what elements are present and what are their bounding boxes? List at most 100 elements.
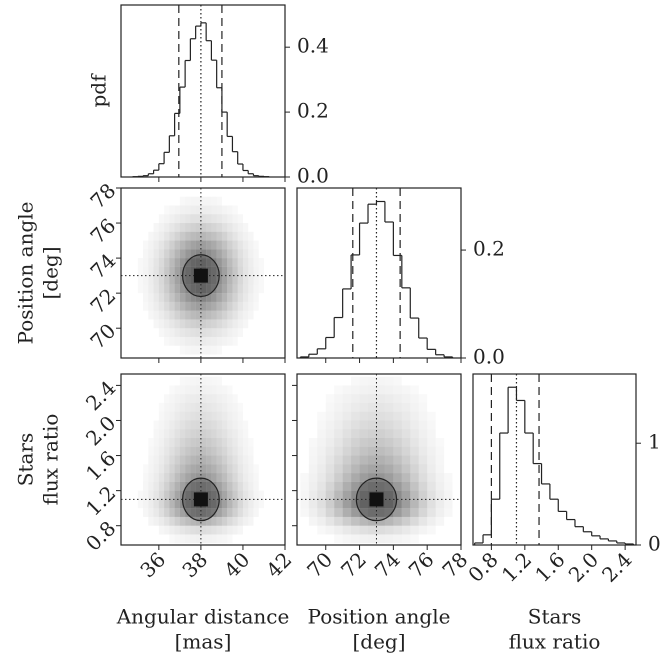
density-cell [221, 266, 228, 276]
density-cell [195, 376, 201, 386]
density-cell [158, 275, 165, 285]
density-cell [200, 455, 207, 465]
density-cell [334, 385, 342, 394]
density-cell [227, 266, 233, 276]
density-cell [190, 411, 196, 421]
density-cell [143, 284, 149, 294]
density-cell [435, 499, 445, 509]
density-cell [232, 394, 237, 403]
density-cell [237, 490, 243, 500]
density-cell [143, 258, 149, 267]
density-cell [148, 490, 154, 500]
density-cell [164, 258, 170, 267]
density-cell [169, 464, 175, 474]
density-cell [190, 464, 196, 474]
density-cell [308, 455, 318, 465]
density-cell [185, 499, 191, 509]
density-cell [384, 411, 394, 421]
density-cell [242, 473, 249, 482]
density-cell [444, 473, 452, 482]
density-cell [237, 275, 243, 285]
density-cell [237, 473, 243, 482]
density-cell [148, 231, 154, 241]
density-cell [185, 223, 191, 232]
density-cell [376, 376, 385, 386]
density-cell [200, 420, 207, 430]
panel-frame [296, 373, 462, 546]
y-tick-label: 1.2 [81, 481, 120, 520]
density-cell [190, 231, 196, 241]
density-cell [216, 293, 222, 302]
density-cell [158, 328, 165, 337]
density-cell [232, 508, 238, 517]
density-cell [195, 438, 201, 447]
density-cell [169, 534, 174, 543]
density-cell [169, 385, 174, 394]
density-cell [384, 490, 394, 500]
density-cell [418, 490, 428, 500]
density-cell [143, 481, 149, 491]
density-cell [190, 499, 196, 509]
density-cell [359, 411, 369, 421]
density-cell [237, 266, 243, 276]
density-cell [211, 284, 217, 294]
density-cell [153, 240, 159, 250]
density-cell [164, 411, 170, 421]
density-cell [211, 214, 217, 224]
density-cell [143, 266, 149, 276]
density-cell [153, 319, 159, 329]
density-cell [169, 525, 175, 535]
density-cell [410, 516, 419, 526]
density-cell [368, 481, 377, 491]
density-cell [232, 446, 238, 456]
density-cell [248, 293, 254, 302]
x-tick-label: 2.0 [564, 547, 603, 586]
density-cell [359, 490, 369, 500]
density-cell [206, 240, 212, 250]
density-cell [237, 231, 243, 241]
density-cell [174, 205, 180, 215]
density-cell [351, 516, 360, 526]
density-cell [211, 249, 217, 259]
density-cell [248, 490, 254, 500]
density-cell [158, 258, 165, 267]
density-cell [164, 293, 170, 302]
density-cell [221, 336, 228, 346]
density-cell [253, 499, 259, 509]
density-cell [334, 508, 343, 517]
density-cell [211, 240, 217, 250]
y-tick-label: 2.0 [81, 411, 120, 450]
density-cell [368, 402, 377, 412]
density-cell [169, 499, 175, 509]
density-cell [232, 284, 238, 294]
density-cell [248, 447, 253, 456]
density-cell [179, 223, 186, 232]
density-cell [359, 525, 369, 535]
density-cell [179, 429, 186, 439]
density-cell [393, 402, 402, 412]
density-cell [211, 345, 217, 355]
density-cell [206, 525, 212, 535]
density-cell [259, 284, 264, 293]
density-cell [211, 438, 217, 447]
density-cell [227, 214, 233, 224]
density-cell [359, 499, 369, 509]
density-cell [185, 284, 191, 294]
density-cell [211, 266, 217, 276]
density-cell [200, 328, 207, 337]
density-cell [200, 464, 207, 474]
density-cell [221, 429, 228, 439]
density-cell [206, 223, 212, 232]
density-cell [393, 464, 402, 474]
density-cell [384, 429, 394, 439]
density-cell [148, 310, 154, 320]
density-cell [174, 266, 180, 276]
density-cell [206, 394, 212, 403]
density-cell [206, 196, 212, 206]
density-cell [309, 438, 317, 447]
density-cell [248, 301, 254, 311]
density-cell [164, 231, 170, 241]
density-cell [190, 240, 196, 250]
density-cell [427, 516, 436, 526]
density-cell [190, 205, 196, 215]
